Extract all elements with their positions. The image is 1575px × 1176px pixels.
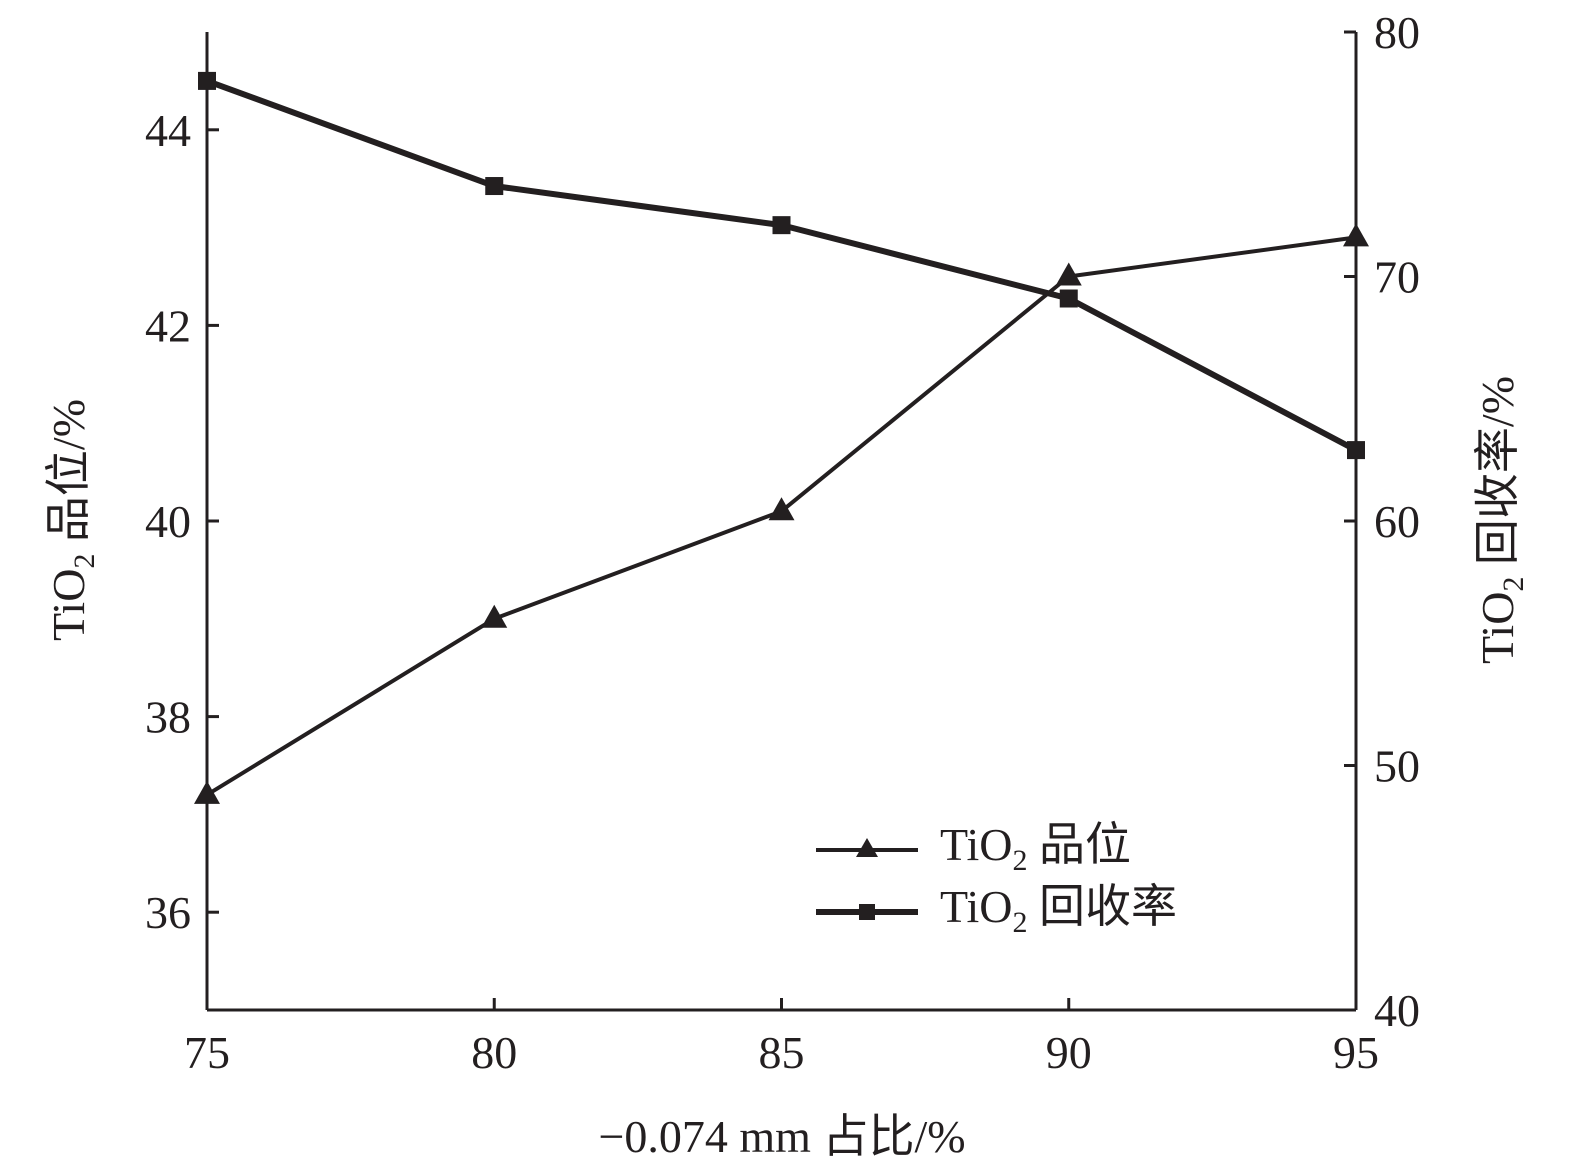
legend-grade-label: TiO2 品位: [940, 819, 1131, 877]
x-tick-label: 90: [1046, 1027, 1092, 1078]
series-grade-point: [194, 780, 220, 804]
legend-grade-label-main: TiO: [940, 819, 1012, 870]
left-y-tick-label: 40: [145, 496, 191, 547]
legend-recovery-label-main: TiO: [940, 881, 1012, 932]
series-grade-point: [481, 604, 508, 628]
right-y-tick-label: 70: [1374, 252, 1420, 303]
right-y-tick-label: 80: [1374, 7, 1420, 58]
legend-recovery-label: TiO2 回收率: [940, 881, 1177, 939]
legend-recovery-marker: [859, 904, 875, 920]
series-recovery-point: [1347, 441, 1365, 460]
series-recovery-point: [198, 71, 216, 90]
legend-recovery-label-sub: 2: [1012, 906, 1027, 939]
right-y-axis-label-main: TiO: [1472, 592, 1523, 664]
left-y-tick-label: 36: [145, 887, 191, 938]
series-grade-point: [1343, 223, 1369, 247]
legend-grade-label-sub: 2: [1012, 844, 1027, 877]
legend-grade-marker: [856, 838, 878, 857]
series-layer: [194, 71, 1369, 804]
left-y-axis-label-rest: 品位/%: [43, 399, 94, 554]
right-y-axis-label-sub: 2: [1497, 577, 1530, 592]
legend-recovery-label-rest: 回收率: [1027, 881, 1177, 932]
right-y-axis-label: TiO2 回收率/%: [1472, 376, 1530, 664]
left-y-tick-label: 38: [145, 692, 191, 743]
left-y-axis-label-sub: 2: [68, 554, 101, 569]
series-recovery-point: [485, 177, 504, 196]
left-y-axis-label-main: TiO: [43, 569, 94, 641]
right-y-tick-label: 50: [1374, 741, 1420, 792]
right-y-axis-ticks: 40 50 60 70 80: [1344, 7, 1420, 1036]
plot-frame: [205, 32, 1358, 1012]
series-recovery-line: [205, 78, 1358, 453]
left-y-tick-label: 42: [145, 300, 191, 351]
left-y-axis-label: TiO2 品位/%: [43, 399, 101, 641]
x-axis-ticks: 75 80 85 90 95: [184, 998, 1379, 1078]
legend-grade-label-rest: 品位: [1027, 819, 1131, 870]
right-y-axis-label-rest: 回收率/%: [1472, 376, 1523, 577]
x-tick-label: 75: [184, 1027, 230, 1078]
x-tick-label: 85: [759, 1027, 805, 1078]
left-y-axis-ticks: 36 38 40 42 44: [145, 105, 219, 938]
series-grade-point: [768, 497, 795, 521]
right-y-tick-label: 40: [1374, 985, 1420, 1036]
series-recovery-point: [772, 216, 791, 235]
legend: TiO2 品位 TiO2 回收率: [816, 819, 1177, 939]
x-tick-label: 80: [471, 1027, 517, 1078]
x-axis-label: −0.074 mm 占比/%: [598, 1111, 965, 1162]
left-y-tick-label: 44: [145, 105, 191, 156]
series-grade-point: [1055, 262, 1082, 286]
right-y-tick-label: 60: [1374, 496, 1420, 547]
series-recovery-point: [1059, 289, 1078, 308]
x-tick-label: 95: [1333, 1027, 1379, 1078]
